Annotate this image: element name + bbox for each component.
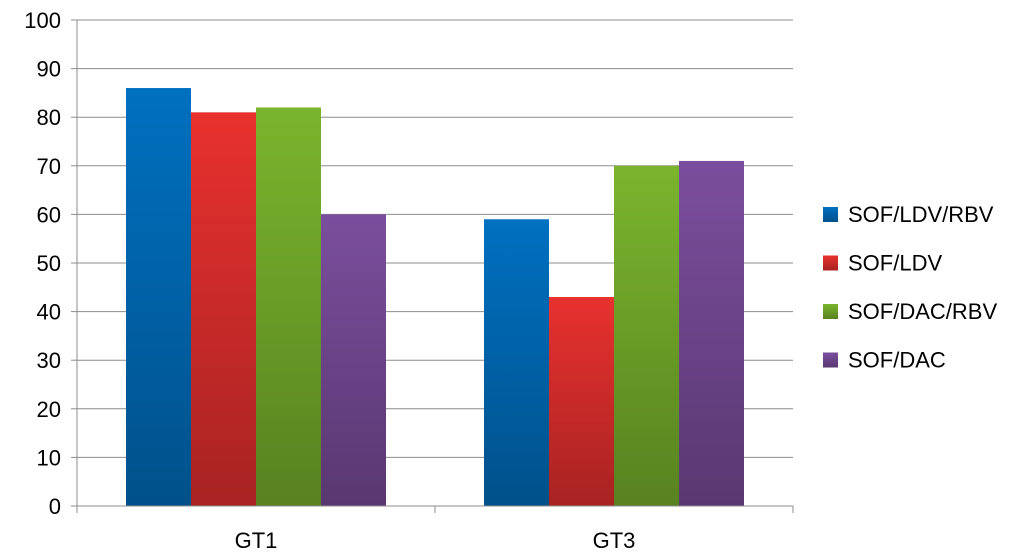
bar-gt1-series-3 (321, 214, 386, 506)
legend-label: SOF/LDV (848, 251, 942, 276)
legend-swatch (823, 352, 838, 368)
bar-gt1-series-1 (191, 112, 256, 506)
legend-item: SOF/DAC/RBV (823, 299, 997, 324)
x-tick-labels: GT1 GT3 (235, 528, 636, 553)
legend-item: SOF/DAC (823, 348, 946, 373)
bar-gt3-series-3 (679, 160, 744, 506)
y-tick-label: 70 (37, 154, 61, 179)
legend: SOF/LDV/RBV SOF/LDV SOF/DAC/RBV SOF/DAC (823, 202, 997, 373)
legend-item: SOF/LDV (823, 251, 942, 276)
y-tick-labels: 0 10 20 30 40 50 60 70 80 90 100 (24, 8, 61, 519)
bar-gt3-series-0 (484, 219, 549, 506)
y-tick-label: 30 (37, 348, 61, 373)
x-tick-label: GT3 (593, 528, 636, 553)
y-tick-label: 50 (37, 251, 61, 276)
legend-label: SOF/DAC (848, 348, 946, 373)
bar-gt1-series-0 (126, 88, 191, 506)
bars (126, 88, 744, 507)
bar-gt3-series-1 (549, 297, 614, 506)
legend-swatch (823, 304, 838, 319)
bar-gt1-series-2 (256, 107, 321, 506)
y-tick-label: 60 (37, 202, 61, 227)
y-tick-label: 10 (37, 445, 61, 470)
legend-label: SOF/DAC/RBV (848, 299, 997, 324)
legend-label: SOF/LDV/RBV (848, 202, 994, 227)
y-tick-label: 0 (49, 494, 61, 519)
y-tick-label: 80 (37, 105, 61, 130)
legend-swatch (823, 207, 838, 222)
y-tick-label: 100 (24, 8, 61, 33)
x-tick-label: GT1 (235, 528, 278, 553)
y-tick-label: 90 (37, 57, 61, 82)
bar-gt3-series-2 (614, 165, 679, 507)
legend-swatch (823, 255, 838, 271)
y-tick-label: 20 (37, 397, 61, 422)
axes (76, 20, 793, 507)
y-tick-label: 40 (37, 300, 61, 325)
legend-item: SOF/LDV/RBV (823, 202, 994, 227)
